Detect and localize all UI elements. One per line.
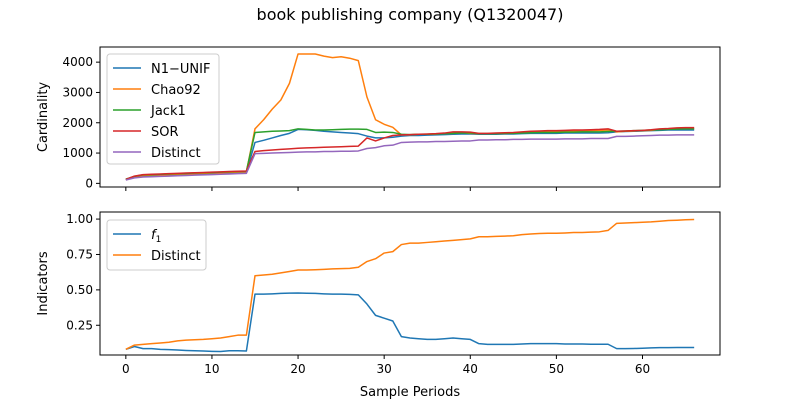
x-tick-label-5: 50 bbox=[549, 362, 564, 376]
y-tick-label-0-4: 4000 bbox=[62, 55, 93, 69]
top-panel: 0 1000 2000 3000 4000 Cardinality N1−UNIF Chao9… bbox=[36, 46, 721, 191]
y-tick-label-1-2: 0.75 bbox=[66, 247, 93, 261]
legend-label-1-0: f1 bbox=[151, 228, 161, 245]
legend-label-1-1: Distinct bbox=[151, 249, 201, 264]
axes-frame-1 bbox=[99, 211, 721, 356]
x-tick-label-6: 60 bbox=[635, 362, 650, 376]
x-tick-label-1: 10 bbox=[204, 362, 219, 376]
x-tick-label-0: 0 bbox=[122, 362, 130, 376]
legend-label-0-0: N1−UNIF bbox=[151, 62, 210, 77]
bottom-panel: 0 10 20 30 40 50 60 0.25 0.50 0.75 1.00 Indicators S… bbox=[36, 211, 721, 400]
axes-frame-0 bbox=[99, 46, 721, 188]
y-tick-label-0-2: 2000 bbox=[62, 116, 93, 130]
series-line-0-3 bbox=[125, 126, 695, 181]
legend-label-0-4: Distinct bbox=[151, 146, 201, 161]
y-tick-label-0-1: 1000 bbox=[62, 146, 93, 160]
series-line-1-1 bbox=[125, 218, 695, 351]
y-tick-label-1-1: 0.50 bbox=[66, 283, 93, 297]
series-line-1-0 bbox=[125, 292, 695, 353]
x-tick-label-2: 20 bbox=[290, 362, 305, 376]
x-axis-label: Sample Periods bbox=[360, 385, 460, 400]
y-tick-label-0-0: 0 bbox=[85, 176, 93, 190]
x-tick-label-4: 40 bbox=[463, 362, 478, 376]
legend-label-0-3: SOR bbox=[151, 125, 179, 140]
y-axis-label-1: Indicators bbox=[36, 251, 51, 315]
legend-label-0-2: Jack1 bbox=[150, 104, 186, 119]
x-tick-label-3: 30 bbox=[377, 362, 392, 376]
series-line-0-4 bbox=[125, 134, 695, 181]
y-tick-label-1-0: 0.25 bbox=[66, 318, 93, 332]
chart-title: book publishing company (Q1320047) bbox=[257, 5, 564, 24]
legend-box-0 bbox=[106, 53, 220, 165]
y-axis-label-0: Cardinality bbox=[36, 82, 51, 153]
legend-box-1 bbox=[106, 219, 207, 271]
y-tick-label-1-3: 1.00 bbox=[66, 212, 93, 226]
legend-label-0-1: Chao92 bbox=[151, 83, 201, 98]
y-tick-label-0-3: 3000 bbox=[62, 85, 93, 99]
